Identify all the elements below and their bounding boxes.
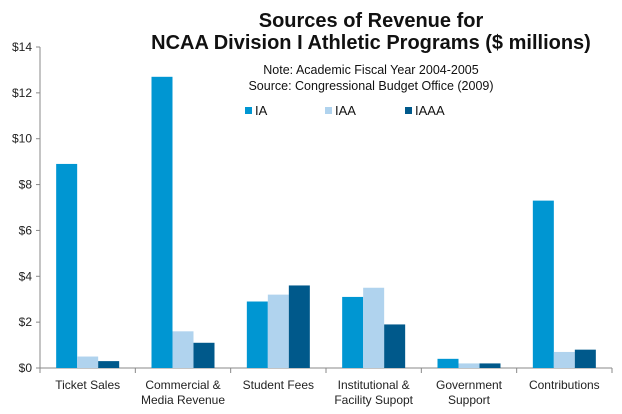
- title-line-1: Sources of Revenue for: [258, 10, 484, 32]
- legend-label: IA: [255, 103, 268, 118]
- x-tick-label: Institutional &: [338, 378, 410, 392]
- legend-item-iaaa: IAAA: [405, 103, 485, 118]
- title-line-2: NCAA Division I Athletic Programs ($ mil…: [151, 32, 591, 54]
- bar-iaaa: [479, 363, 501, 368]
- subtitle-source: Source: Congressional Budget Office (200…: [248, 79, 494, 93]
- bar-iaaa: [98, 361, 120, 368]
- x-tick-label: Government: [436, 378, 503, 392]
- x-tick-label: Student Fees: [243, 378, 314, 392]
- subtitle-note: Note: Academic Fiscal Year 2004-2005: [263, 63, 479, 77]
- bar-ia: [246, 301, 268, 368]
- x-tick-label: Contributions: [529, 378, 600, 392]
- bar-iaa: [458, 363, 480, 368]
- y-tick-label: $12: [12, 86, 32, 100]
- y-tick-label: $8: [19, 178, 33, 192]
- bar-ia: [532, 200, 554, 368]
- legend-label: IAAA: [415, 103, 445, 118]
- legend-item-ia: IA: [245, 103, 325, 118]
- bar-iaaa: [384, 324, 406, 368]
- legend: IA IAA IAAA: [245, 103, 485, 118]
- chart-subtitle: Note: Academic Fiscal Year 2004-2005 Sou…: [120, 62, 622, 94]
- legend-label: IAA: [335, 103, 356, 118]
- chart-title: Sources of Revenue for NCAA Division I A…: [0, 10, 622, 54]
- y-tick-label: $6: [19, 223, 33, 237]
- bar-iaa: [553, 351, 575, 368]
- bar-iaa: [267, 294, 289, 368]
- bar-ia: [342, 296, 364, 368]
- bar-iaa: [172, 331, 194, 368]
- legend-swatch: [405, 107, 412, 114]
- x-tick-label: Facility Supopt: [334, 393, 413, 407]
- x-tick-label: Ticket Sales: [55, 378, 120, 392]
- bar-iaaa: [193, 342, 215, 368]
- bar-ia: [437, 358, 459, 368]
- bar-iaa: [363, 287, 385, 368]
- bar-iaa: [77, 356, 99, 368]
- bar-ia: [151, 76, 173, 369]
- y-tick-label: $14: [12, 40, 32, 54]
- legend-swatch: [245, 107, 252, 114]
- x-tick-label: Commercial &: [145, 378, 220, 392]
- y-tick-label: $4: [19, 269, 33, 283]
- x-tick-label: Media Revenue: [141, 393, 225, 407]
- bar-iaaa: [288, 285, 310, 368]
- y-tick-label: $2: [19, 315, 33, 329]
- x-tick-label: Support: [448, 393, 491, 407]
- legend-item-iaa: IAA: [325, 103, 405, 118]
- legend-swatch: [325, 107, 332, 114]
- y-tick-label: $10: [12, 132, 32, 146]
- y-tick-label: $0: [19, 361, 33, 375]
- bar-iaaa: [574, 349, 596, 368]
- bar-ia: [56, 163, 78, 368]
